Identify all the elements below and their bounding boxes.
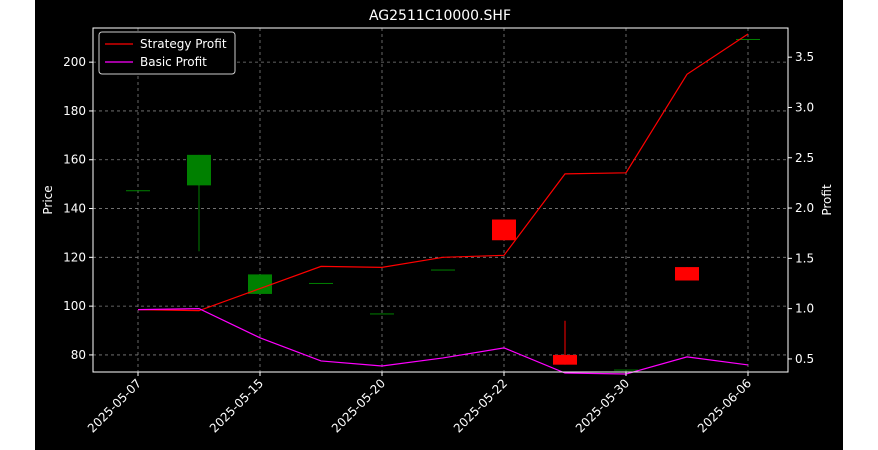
legend-label-basic: Basic Profit <box>140 55 207 69</box>
candle <box>675 267 699 281</box>
y-tick-label: 160 <box>63 153 86 167</box>
y-axis-label: Price <box>41 185 55 214</box>
y-tick-label: 120 <box>63 250 86 264</box>
candle <box>309 282 333 284</box>
y-tick-label: 180 <box>63 104 86 118</box>
x-tick-label: 2025-05-22 <box>451 376 510 435</box>
y-tick-label: 200 <box>63 55 86 69</box>
candles <box>126 38 760 371</box>
y2-axis-label: Profit <box>820 184 834 216</box>
chart-figure: AG2511C10000.SHF 80 100 120 140 160 180 200 0.… <box>35 0 843 450</box>
candle <box>614 369 638 371</box>
x-tick-label: 2025-06-06 <box>695 376 754 435</box>
x-tick-label: 2025-05-07 <box>85 376 144 435</box>
plot-frame <box>92 27 789 373</box>
x-tick-label: 2025-05-20 <box>329 376 388 435</box>
y2-tick-label: 2.0 <box>795 201 814 215</box>
candle-body <box>187 154 211 186</box>
candle-body <box>492 219 516 241</box>
candle-body <box>553 354 577 365</box>
candle <box>370 313 394 315</box>
y2-tick-label: 0.5 <box>795 352 814 366</box>
candle <box>736 38 760 40</box>
y-axis: 80 100 120 140 160 180 200 <box>63 55 93 362</box>
y-tick-label: 80 <box>71 348 86 362</box>
candle <box>126 190 150 192</box>
candle-body <box>736 38 760 40</box>
x-axis: 2025-05-07 2025-05-15 2025-05-20 2025-05-22… <box>85 372 754 435</box>
y2-tick-label: 1.5 <box>795 251 814 265</box>
y2-tick-label: 2.5 <box>795 151 814 165</box>
candle <box>248 274 272 294</box>
candle-body <box>248 274 272 294</box>
candle-body <box>370 313 394 315</box>
candle <box>431 269 455 271</box>
candle <box>492 219 516 241</box>
y2-axis: 0.5 1.0 1.5 2.0 2.5 3.0 3.5 <box>788 50 814 366</box>
candlestick-chart: AG2511C10000.SHF 80 100 120 140 160 180 200 0.… <box>41 8 834 435</box>
legend: Strategy Profit Basic Profit <box>98 31 236 75</box>
strategy-profit-line <box>137 33 749 312</box>
candle-body <box>126 190 150 192</box>
y2-tick-label: 3.5 <box>795 50 814 64</box>
x-tick-label: 2025-05-15 <box>207 376 266 435</box>
x-tick-label: 2025-05-30 <box>573 376 632 435</box>
legend-box <box>98 31 236 75</box>
y-tick-label: 140 <box>63 202 86 216</box>
candle-body <box>614 369 638 371</box>
legend-label-strategy: Strategy Profit <box>140 37 227 51</box>
y-tick-label: 100 <box>63 299 86 313</box>
candle <box>553 320 577 365</box>
basic-profit-line <box>137 308 749 375</box>
y2-tick-label: 1.0 <box>795 302 814 316</box>
chart-title: AG2511C10000.SHF <box>369 8 511 24</box>
candle-body <box>675 267 699 281</box>
candle-body <box>309 282 333 284</box>
candle-body <box>431 269 455 271</box>
candle <box>187 154 211 252</box>
profit-lines <box>137 33 749 375</box>
y2-tick-label: 3.0 <box>795 100 814 114</box>
